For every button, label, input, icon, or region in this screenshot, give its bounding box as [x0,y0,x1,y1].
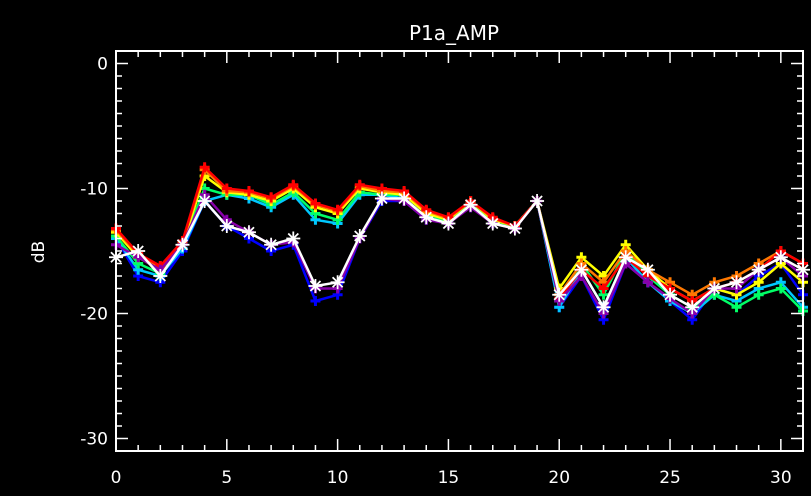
series-7-line [115,197,804,309]
series-5-point [266,192,277,203]
series-5-point [199,162,210,173]
series-2 [111,183,808,316]
series-5-point [332,204,343,215]
chart-title: P1a_AMP [409,21,499,45]
series-7-point [685,300,700,315]
series-7-point [330,275,345,290]
series-2-point [753,289,764,300]
series-5-point [221,183,232,194]
x-tick-label: 30 [770,468,792,488]
series-7-point [197,194,212,208]
series-7 [109,191,810,315]
x-tick-label: 5 [221,468,232,488]
series-6-point [642,277,653,288]
series-7-point [131,244,146,258]
x-tick-label: 25 [659,468,681,488]
plot-frame [115,50,804,452]
series-7-point [175,237,190,252]
series-7-point [751,262,766,277]
series-7-point [441,216,456,231]
series-7-point [640,262,655,277]
series-7-point [463,197,478,212]
series-7-point [507,221,522,236]
y-tick-label: -20 [80,305,108,325]
series-7-point [574,262,589,277]
series-2-point [731,302,742,313]
series-7-point [264,237,279,252]
series-7-point [219,219,234,233]
y-tick-label: 0 [97,55,108,75]
series-7-point [729,275,744,290]
x-tick-label: 0 [111,468,122,488]
series-7-point [596,300,611,315]
series-7-point [352,229,367,243]
series-3-line [115,174,804,303]
y-tick-label: -30 [80,430,108,450]
series-3-point [753,277,764,288]
series-7-point [419,210,434,225]
axes-layer: 0 5 10 15 20 25 30 0 -10 -20 -30 [80,50,804,488]
series-7-point [397,191,412,206]
series-5-point [598,283,609,294]
series-4-line [115,168,804,297]
series-7-point [286,231,301,246]
series-7-point [241,225,256,240]
series-7-point [485,216,500,231]
series-7-point [773,250,788,265]
series-7-point [707,281,722,296]
series-2-line [115,187,804,312]
x-tick-label: 10 [327,468,349,488]
y-tick-label: -10 [80,180,108,200]
series-7-point [552,287,567,302]
series-7-point [618,250,633,265]
series-7-point [153,269,168,283]
series-layer [109,162,810,325]
series-5-point [243,186,254,196]
y-axis-label: dB [29,241,49,263]
x-tick-label: 20 [548,468,570,488]
series-7-point [308,279,323,293]
series-7-point [530,194,545,208]
series-5-point [354,179,365,190]
series-7-point [374,191,389,206]
series-5-point [310,198,321,209]
x-tick-label: 15 [438,468,460,488]
series-5-point [288,179,299,190]
series-0-point [310,296,321,306]
series-7-point [663,287,678,302]
series-2-point [775,283,786,294]
